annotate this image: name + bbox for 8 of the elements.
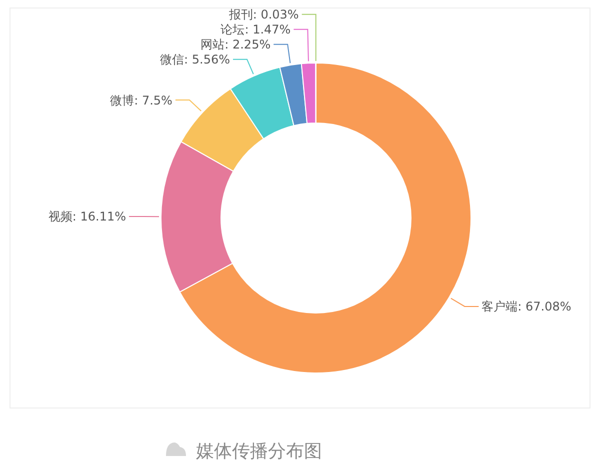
text: 媒体传播分布图 — [196, 441, 322, 462]
slice-label: 微信: 5.56% — [160, 52, 230, 67]
slice-label: 视频: 16.11% — [48, 210, 126, 224]
slice-label: 客户端: 67.08% — [482, 300, 572, 314]
slice-label: 微博: 7.5% — [110, 93, 172, 108]
slice-label: 网站: 2.25% — [200, 38, 271, 52]
slice-label: 报刊: 0.03% — [228, 8, 299, 22]
slice-label: 论坛: 1.47% — [220, 22, 291, 37]
